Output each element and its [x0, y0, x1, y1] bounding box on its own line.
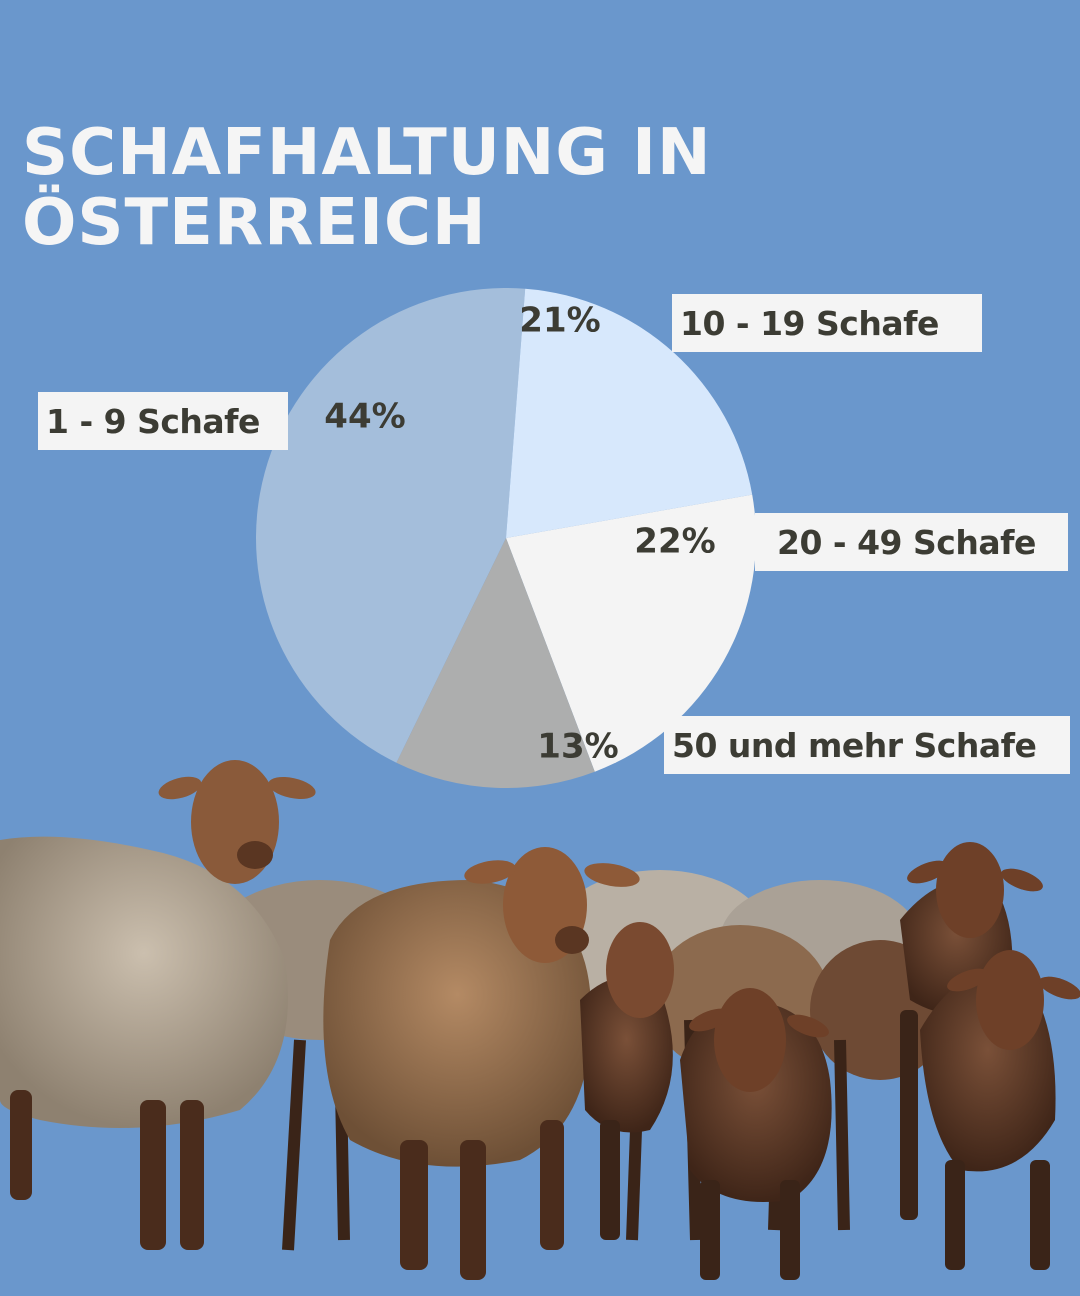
sheep-right-lambs [900, 842, 1080, 1270]
title-line-1: SCHAFHALTUNG IN [22, 116, 712, 190]
title-line-2: ÖSTERREICH [22, 186, 487, 260]
legend-label-20-49-schafe: 20 - 49 Schafe [755, 513, 1068, 571]
sheep-middle [323, 847, 640, 1280]
pie-slice-3 [506, 494, 756, 772]
pie-slice-4 [396, 538, 595, 788]
sheep-front-lamb [680, 988, 832, 1280]
legend-label-10-19-schafe: 10 - 19 Schafe [672, 294, 982, 352]
pie-chart: 44% 21% 22% 13% [256, 288, 756, 788]
pie-percent-label-4: 13% [537, 727, 618, 767]
legend-label-1-9-schafe: 1 - 9 Schafe [38, 392, 288, 450]
chart-title: SCHAFHALTUNG IN ÖSTERREICH [22, 118, 712, 258]
pie-percent-label-3: 22% [634, 522, 715, 562]
pie-percent-label-1: 44% [324, 397, 405, 437]
sheep-lamb-center [580, 922, 674, 1240]
pie-percent-label-2: 21% [519, 301, 600, 341]
sheep-flock-image [0, 760, 1080, 1280]
sheep-left [0, 760, 316, 1250]
pie-slice-1 [256, 288, 526, 763]
legend-label-50-plus-schafe: 50 und mehr Schafe [664, 716, 1070, 774]
pie-slice-2 [506, 288, 753, 538]
